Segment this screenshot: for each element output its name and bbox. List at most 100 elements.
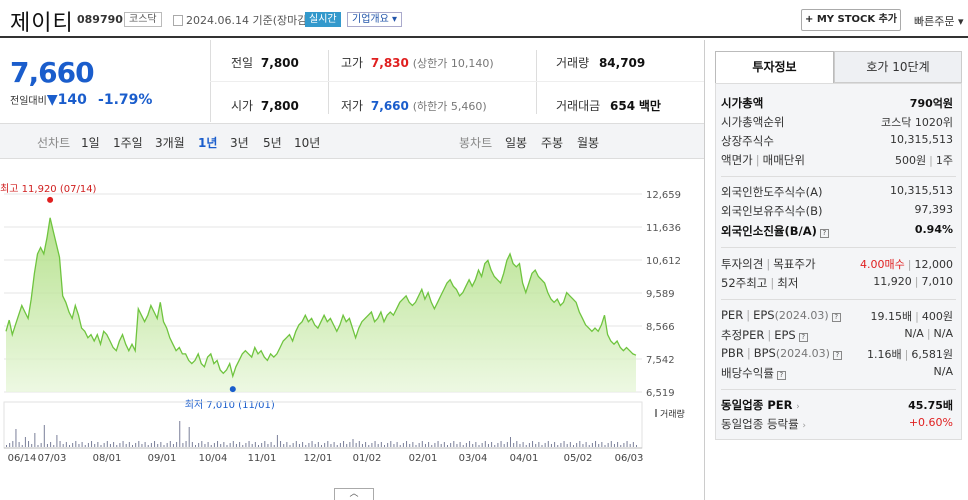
volume-bar bbox=[576, 443, 578, 447]
volume-bar bbox=[418, 443, 420, 447]
realtime-badge[interactable]: 실시간 bbox=[305, 12, 341, 27]
volume-bar bbox=[286, 442, 288, 447]
help-icon[interactable]: ? bbox=[831, 313, 841, 322]
volume-bar bbox=[409, 444, 411, 447]
volume-bar bbox=[472, 444, 474, 447]
volume-bar bbox=[204, 444, 206, 447]
volume-bar bbox=[132, 445, 133, 447]
volume-bar bbox=[24, 437, 26, 447]
opinion-row: 투자의견 | 목표주가 4.00매수 | 12,000 bbox=[721, 257, 953, 271]
tab-10year[interactable]: 10년 bbox=[294, 136, 321, 150]
tab-3month[interactable]: 3개월 bbox=[155, 136, 185, 150]
shares-row: 상장주식수 10,315,513 bbox=[721, 133, 953, 148]
volume-bar bbox=[18, 442, 20, 447]
sector-per-row[interactable]: 동일업종 PER › 45.75배 bbox=[721, 398, 953, 412]
x-tick-label: 04/01 bbox=[510, 453, 539, 464]
quick-order-button[interactable]: 빠른주문 ▾ bbox=[914, 15, 964, 28]
add-mystock-button[interactable]: + MY STOCK 추가 bbox=[801, 9, 901, 31]
price-area bbox=[6, 217, 636, 392]
volume-bar bbox=[569, 442, 571, 447]
volume-bar bbox=[34, 433, 36, 447]
sector-rate-row[interactable]: 동일업종 등락률 › +0.60% bbox=[721, 416, 953, 431]
volume-bar bbox=[40, 443, 42, 447]
corp-overview-button[interactable]: 기업개요 ▾ bbox=[347, 12, 402, 27]
candle-chart-label: 봉차트 bbox=[459, 136, 493, 150]
tab-1day[interactable]: 1일 bbox=[81, 136, 100, 150]
tab-weekly[interactable]: 주봉 bbox=[541, 136, 564, 150]
x-tick-label: 01/02 bbox=[353, 453, 382, 464]
volume-bar bbox=[462, 445, 464, 447]
volume-bar bbox=[94, 444, 96, 447]
volume-bar bbox=[141, 444, 143, 447]
volume-bar bbox=[450, 443, 452, 447]
tab-monthly[interactable]: 월봉 bbox=[577, 136, 600, 150]
volume-bar bbox=[292, 443, 294, 447]
volume-bar bbox=[585, 442, 587, 447]
help-icon[interactable]: ? bbox=[832, 351, 842, 360]
volume-bar bbox=[506, 442, 508, 447]
expand-chart-button[interactable]: ︿ bbox=[334, 488, 374, 500]
volume-bar bbox=[588, 445, 590, 447]
volume-bar bbox=[519, 444, 521, 447]
volume-bar bbox=[384, 445, 385, 447]
help-icon[interactable]: ? bbox=[819, 229, 829, 238]
volume-bar bbox=[349, 442, 351, 447]
y-tick-label: 7,542 bbox=[646, 355, 675, 366]
volume-bar bbox=[207, 442, 209, 447]
price-chart: 12,659 11,636 10,612 9,589 8,566 7,542 6,519 최… bbox=[0, 160, 704, 490]
tab-3year[interactable]: 3년 bbox=[230, 136, 249, 150]
tab-orderbook[interactable]: 호가 10단계 bbox=[834, 51, 962, 83]
volume-bar bbox=[254, 442, 256, 447]
volume-bar bbox=[245, 443, 247, 447]
volume-bar bbox=[336, 445, 338, 447]
volume-bar bbox=[528, 443, 530, 447]
trade-amount: 거래대금 654 백만 bbox=[556, 99, 661, 113]
volume-bar bbox=[258, 445, 259, 447]
volume-bar bbox=[557, 445, 559, 447]
change-value: 140 bbox=[57, 92, 87, 108]
volume-bar bbox=[402, 443, 404, 447]
volume-bar bbox=[122, 441, 124, 447]
volume-bar bbox=[46, 444, 48, 447]
volume-bar bbox=[251, 444, 253, 447]
volume-bar bbox=[579, 441, 581, 447]
volume-bar bbox=[302, 442, 304, 447]
low-marker bbox=[229, 386, 236, 393]
invest-info-panel: 투자정보 호가 10단계 시가총액 790억원 시가총액순위 코스닥 1020위 상… bbox=[704, 40, 968, 500]
y-tick-label: 6,519 bbox=[646, 388, 675, 399]
volume-bar bbox=[453, 441, 455, 447]
volume-bar bbox=[629, 444, 631, 447]
volume-bar bbox=[182, 443, 184, 447]
base-date: 2024.06.14 기준(장마감) bbox=[173, 12, 312, 28]
volume-bar bbox=[157, 444, 159, 447]
volume-bar bbox=[135, 443, 137, 447]
help-icon[interactable]: ? bbox=[798, 333, 808, 342]
volume-bar bbox=[276, 435, 278, 447]
volume-bar bbox=[239, 442, 241, 447]
volume-bar bbox=[573, 445, 574, 447]
volume-bar bbox=[69, 445, 70, 447]
volume-bar bbox=[62, 444, 64, 447]
tab-invest-info[interactable]: 투자정보 bbox=[715, 51, 834, 83]
volume-bar bbox=[191, 442, 193, 447]
volume-bar bbox=[56, 435, 58, 447]
volume-bar bbox=[128, 442, 130, 447]
volume-bar bbox=[84, 445, 86, 447]
market-badge: 코스닥 bbox=[124, 12, 162, 27]
volume-bar bbox=[632, 442, 634, 447]
x-tick-label: 02/01 bbox=[409, 453, 438, 464]
w52-row: 52주최고 | 최저 11,920 | 7,010 bbox=[721, 275, 953, 290]
tab-1week[interactable]: 1주일 bbox=[113, 136, 143, 150]
help-icon[interactable]: ? bbox=[776, 371, 786, 380]
line-chart-label: 선차트 bbox=[37, 136, 71, 150]
volume-bar bbox=[81, 442, 83, 447]
volume-bar bbox=[150, 443, 152, 447]
x-tick-label: 06/03 bbox=[615, 453, 644, 464]
tab-daily[interactable]: 일봉 bbox=[505, 136, 528, 150]
tab-5year[interactable]: 5년 bbox=[263, 136, 282, 150]
volume-bar bbox=[554, 442, 556, 447]
low-annotation: 최저 7,010 (11/01) bbox=[185, 399, 275, 411]
volume-bar bbox=[396, 442, 398, 447]
stock-code: 089790 bbox=[77, 13, 123, 26]
tab-1year[interactable]: 1년 bbox=[198, 136, 218, 150]
